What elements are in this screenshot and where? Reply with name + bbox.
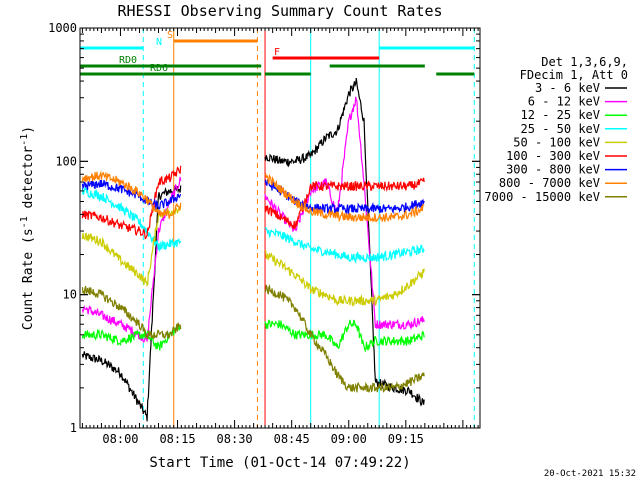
legend-label-5: 100 - 300 keV <box>506 149 600 163</box>
attenuator-bars-layer: NS F RD0 RD6 <box>80 30 475 76</box>
legend-label-4: 50 - 100 keV <box>513 135 600 149</box>
x-tick-label-0: 08:00 <box>102 432 138 446</box>
series-line-3-1 <box>264 226 425 264</box>
attenuator-label-rd0: RD0 <box>119 55 137 66</box>
series-line-4-1 <box>264 249 425 307</box>
legend-label-3: 25 - 50 keV <box>521 122 600 136</box>
chart-title: RHESSI Observing Summary Count Rates <box>117 2 442 20</box>
y-tick-label-0: 1 <box>70 421 77 435</box>
attenuator-label-n: N <box>156 37 162 48</box>
x-tick-label-3: 08:45 <box>274 432 310 446</box>
axis-ticks-layer: 08:00 08:15 08:30 08:45 09:00 09:15 1 10 100 1000 <box>48 21 480 446</box>
x-tick-label-4: 09:00 <box>331 432 367 446</box>
x-axis-label: Start Time (01-Oct-14 07:49:22) <box>149 455 410 471</box>
x-tick-label-1: 08:15 <box>159 432 195 446</box>
attenuator-label-s: S <box>167 30 173 41</box>
legend-label-6: 300 - 800 keV <box>506 163 600 177</box>
x-tick-label-5: 09:15 <box>388 432 424 446</box>
series-line-6-0 <box>81 179 182 210</box>
legend-label-7: 800 - 7000 keV <box>499 176 600 190</box>
attenuator-label-f: F <box>274 47 280 58</box>
x-tick-label-2: 08:30 <box>217 432 253 446</box>
series-line-8-0 <box>81 285 182 340</box>
y-tick-label-3: 1000 <box>48 21 77 35</box>
series-line-5-0 <box>81 165 182 240</box>
series-layer <box>81 78 425 422</box>
footer-date: 20-Oct-2021 15:32 <box>544 469 636 479</box>
attenuator-label-rd6: RD6 <box>150 63 168 74</box>
legend-label-2: 12 - 25 keV <box>521 108 600 122</box>
series-line-0-1 <box>264 78 425 407</box>
series-line-2-0 <box>81 324 182 351</box>
legend-label-1: 6 - 12 keV <box>528 95 600 109</box>
series-line-7-1 <box>264 172 425 223</box>
legend-label-0: 3 - 6 keV <box>535 81 600 95</box>
y-tick-label-2: 100 <box>55 154 77 168</box>
y-tick-label-1: 10 <box>63 288 77 302</box>
series-line-8-1 <box>264 283 425 393</box>
legend-label-8: 7000 - 15000 keV <box>484 190 600 204</box>
legend-header-line-1: Det 1,3,6,9, <box>541 55 628 69</box>
series-line-5-1 <box>264 177 425 229</box>
y-axis-label: Count Rate (s-1 detector-1) <box>19 126 36 330</box>
series-line-7-0 <box>81 170 182 219</box>
series-line-2-1 <box>264 319 425 353</box>
legend-header-line-2: FDecim 1, Att 0 <box>520 68 628 82</box>
series-line-3-0 <box>81 185 182 253</box>
legend: Det 1,3,6,9, FDecim 1, Att 0 3 - 6 keV6 … <box>484 55 628 204</box>
series-line-0-0 <box>81 185 182 422</box>
